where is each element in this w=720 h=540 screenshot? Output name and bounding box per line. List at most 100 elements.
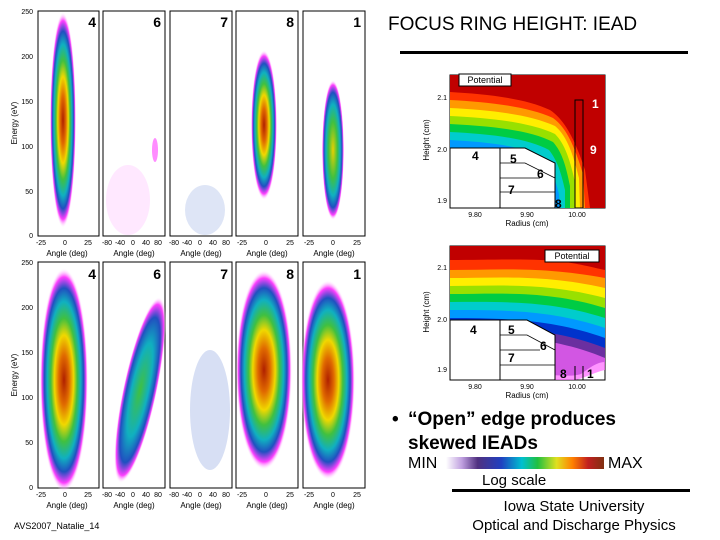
potential-x-tick: 9.90 xyxy=(520,212,534,219)
iead-x-tick: 0 xyxy=(198,492,202,499)
iead-frame xyxy=(102,10,166,237)
iead-y-tick: 150 xyxy=(21,99,33,106)
potential-x-tick: 9.80 xyxy=(468,384,482,391)
iead-panel-label: 6 xyxy=(153,14,161,30)
iead-y-tick: 100 xyxy=(21,144,33,151)
iead-x-tick: 0 xyxy=(63,492,67,499)
iead-x-label: Angle (deg) xyxy=(46,501,88,510)
iead-x-tick: 25 xyxy=(353,240,361,247)
potential-y-tick: 2.0 xyxy=(437,147,447,154)
iead-x-tick: 0 xyxy=(264,492,268,499)
iead-blob xyxy=(50,12,76,228)
scale-max-label: MAX xyxy=(608,455,643,472)
log-scale-note: Log scale xyxy=(482,472,547,489)
scale-min-label: MIN xyxy=(408,455,438,472)
potential-panel-bottom: Potential 4 5 6 7 8 1 2.1 2.0 1.9 Height… xyxy=(422,245,606,400)
iead-x-tick: 0 xyxy=(131,240,135,247)
potential-y-tick: 2.0 xyxy=(437,317,447,324)
iead-x-tick: 0 xyxy=(198,240,202,247)
potential-title: Potential xyxy=(554,251,589,261)
iead-x-tick: 25 xyxy=(84,492,92,499)
iead-x-label: Angle (deg) xyxy=(113,249,155,258)
potential-x-tick: 9.80 xyxy=(468,212,482,219)
potential-y-label: Height (cm) xyxy=(422,291,431,333)
iead-x-tick: 0 xyxy=(331,492,335,499)
bullet-line-1: “Open” edge produces xyxy=(408,409,616,430)
iead-x-label: Angle (deg) xyxy=(313,501,355,510)
electrode xyxy=(449,147,501,209)
affiliation-rule xyxy=(452,489,690,492)
gap-column xyxy=(574,99,584,209)
iead-x-tick: 0 xyxy=(63,240,67,247)
potential-panel-top: Potential 1 9 4 5 6 7 8 2.1 2.0 1.9 Heig… xyxy=(422,73,606,228)
bullet-line-2: skewed IEADs xyxy=(408,433,538,454)
iead-panel-label: 4 xyxy=(88,14,96,30)
iead-blob xyxy=(185,185,225,235)
contour-band xyxy=(450,124,570,208)
iead-x-tick: 25 xyxy=(353,492,361,499)
iead-blob xyxy=(152,138,158,162)
iead-y-tick: 0 xyxy=(29,485,33,492)
potential-x-tick: 10.00 xyxy=(568,212,586,219)
potential-y-tick: 1.9 xyxy=(437,198,447,205)
iead-x-tick: -25 xyxy=(36,240,46,247)
potential-x-tick: 9.90 xyxy=(520,384,534,391)
iead-blob xyxy=(114,297,166,483)
iead-y-tick: 0 xyxy=(29,233,33,240)
potential-plots: Potential 1 9 4 5 6 7 8 2.1 2.0 1.9 Heig… xyxy=(422,73,606,400)
potential-y-tick: 2.1 xyxy=(437,265,447,272)
iead-x-tick: -25 xyxy=(304,492,314,499)
iead-y-tick: 150 xyxy=(21,350,33,357)
iead-blob xyxy=(106,165,150,235)
marker-label: 6 xyxy=(540,339,547,353)
iead-blob xyxy=(251,50,277,200)
slide-title: FOCUS RING HEIGHT: IEAD xyxy=(388,14,638,35)
iead-blob xyxy=(236,270,292,470)
university-name: Iowa State University xyxy=(503,498,645,515)
iead-y-tick: 50 xyxy=(25,440,33,447)
iead-frame xyxy=(169,10,233,237)
marker-label: 9 xyxy=(590,143,597,157)
potential-x-label: Radius (cm) xyxy=(505,219,548,228)
iead-x-label: Angle (deg) xyxy=(46,249,88,258)
marker-label: 7 xyxy=(508,351,515,365)
iead-x-tick: 80 xyxy=(222,240,230,247)
iead-x-tick: 40 xyxy=(142,240,150,247)
iead-y-tick: 200 xyxy=(21,54,33,61)
iead-x-label: Angle (deg) xyxy=(246,249,288,258)
iead-x-tick: -80 xyxy=(102,240,112,247)
iead-x-tick: 0 xyxy=(264,240,268,247)
iead-y-label: Energy (eV) xyxy=(10,101,19,144)
iead-x-tick: 80 xyxy=(154,240,162,247)
iead-x-tick: 40 xyxy=(209,240,217,247)
iead-blob xyxy=(301,280,355,480)
iead-x-tick: -25 xyxy=(237,240,247,247)
group-name: Optical and Discharge Physics xyxy=(472,517,676,534)
title-underline xyxy=(400,51,688,54)
marker-label: 8 xyxy=(560,367,567,381)
potential-y-label: Height (cm) xyxy=(422,119,431,161)
marker-label: 4 xyxy=(472,149,479,163)
iead-x-tick: -40 xyxy=(115,492,125,499)
iead-x-tick: 80 xyxy=(154,492,162,499)
iead-panel-label: 4 xyxy=(88,266,96,282)
iead-x-tick: 25 xyxy=(286,492,294,499)
potential-y-tick: 2.1 xyxy=(437,95,447,102)
iead-panel-label: 8 xyxy=(286,14,294,30)
iead-x-tick: -80 xyxy=(169,492,179,499)
iead-y-label: Energy (eV) xyxy=(10,353,19,396)
marker-label: 1 xyxy=(587,367,594,381)
iead-x-tick: -25 xyxy=(237,492,247,499)
marker-label: 5 xyxy=(508,323,515,337)
iead-panel-label: 1 xyxy=(353,14,361,30)
iead-blob xyxy=(190,350,230,470)
iead-x-tick: 80 xyxy=(222,492,230,499)
affiliation: Iowa State University Optical and Discha… xyxy=(456,497,692,535)
potential-x-label: Radius (cm) xyxy=(505,391,548,400)
iead-x-label: Angle (deg) xyxy=(180,249,222,258)
iead-panel-label: 1 xyxy=(353,266,361,282)
iead-x-tick: -40 xyxy=(182,492,192,499)
potential-x-tick: 10.00 xyxy=(568,384,586,391)
iead-x-tick: 40 xyxy=(209,492,217,499)
iead-x-tick: -40 xyxy=(182,240,192,247)
